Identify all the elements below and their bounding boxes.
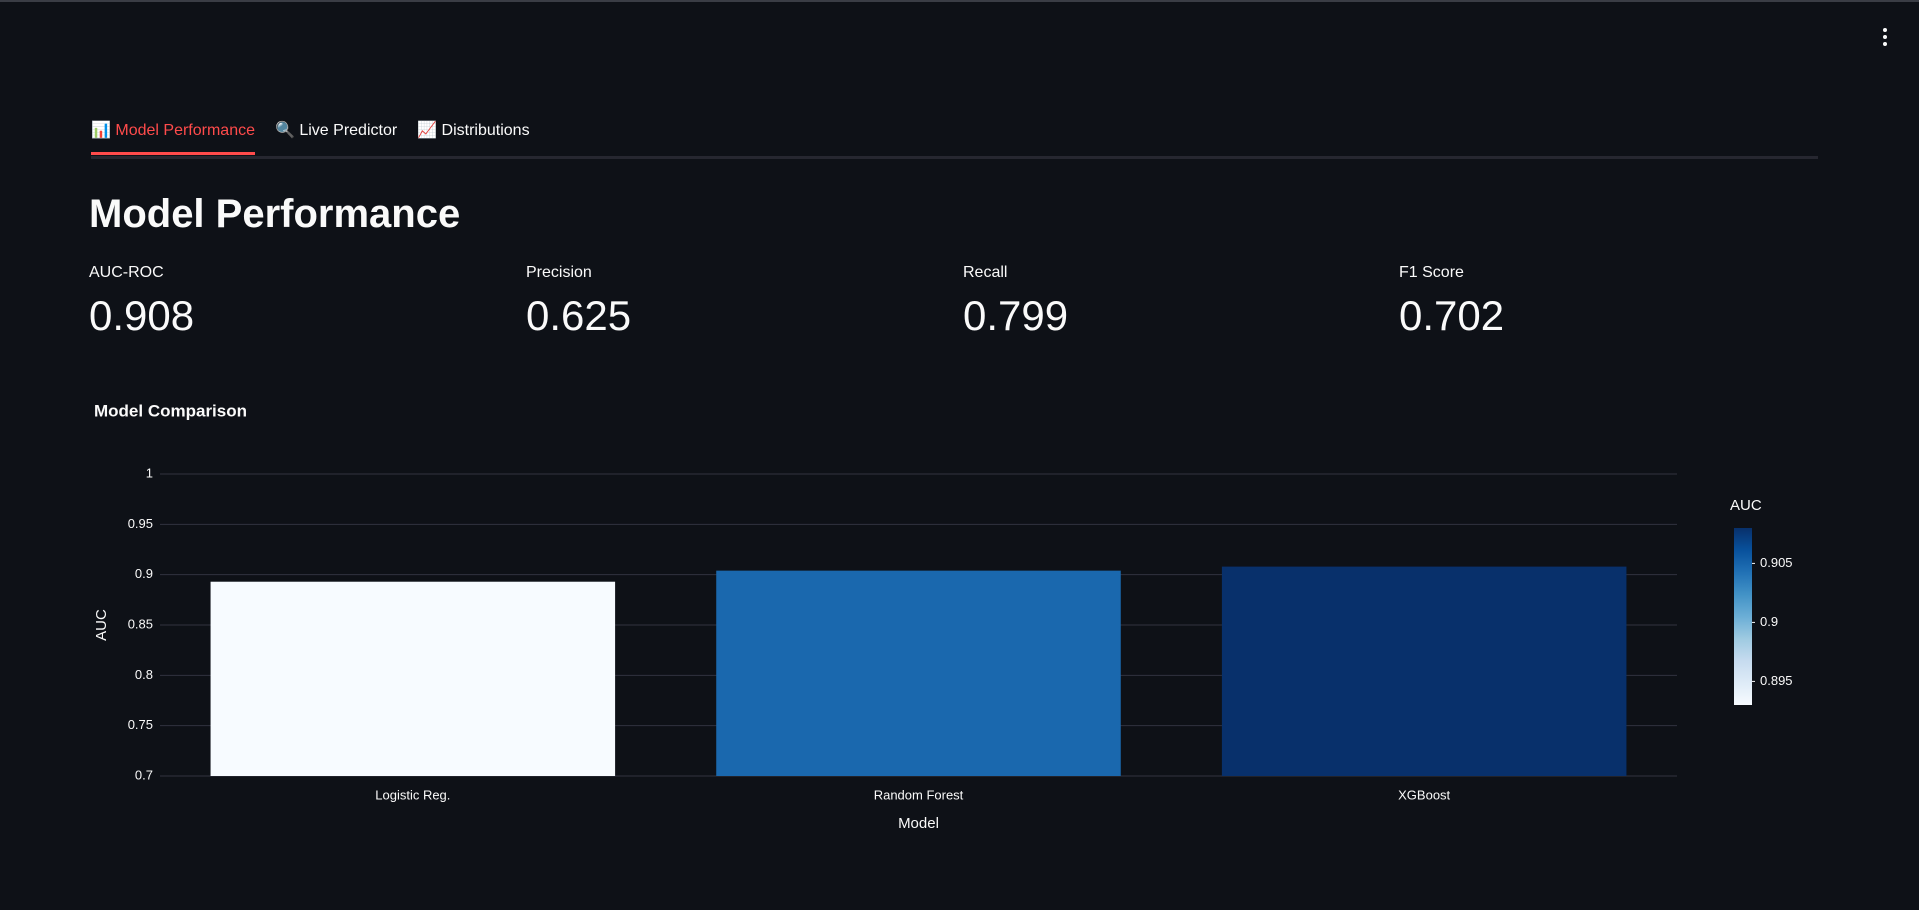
x-tick-label: XGBoost [1398,787,1450,802]
bar [716,570,1121,776]
metric-value: 0.702 [1399,292,1505,339]
chart-title: Model Comparison [94,401,247,420]
metric: Recall 0.799 [963,264,1068,340]
tab[interactable]: 🔍 Live Predictor [274,122,398,139]
metric-value: 0.799 [963,292,1069,339]
metric-label: F1 Score [1399,264,1464,281]
y-tick-label: 1 [146,465,153,480]
x-axis-title: Model [898,815,939,832]
metric: Precision 0.625 [526,264,631,340]
colorbar-tick-label: 0.895 [1760,673,1793,688]
y-tick-label: 0.95 [128,516,153,531]
metric-label: AUC-ROC [89,264,164,281]
metric: AUC-ROC 0.908 [89,264,194,340]
colorbar-title: AUC [1730,497,1762,514]
bar [1221,566,1627,776]
metric-label: Precision [526,264,592,281]
y-tick-label: 0.9 [135,566,153,581]
metric-label: Recall [963,264,1008,281]
colorbar-tick-label: 0.9 [1760,614,1778,629]
tab[interactable]: 📈 Distributions [417,122,530,139]
tab-bar: 📊 Model Performance 🔍 Live Predictor 📈 Dis… [91,120,1818,159]
x-tick-label: Random Forest [874,787,964,802]
top-bar [0,0,1919,2]
colorbar [1734,528,1752,705]
metric-value: 0.625 [526,292,632,339]
menu-button[interactable] [1878,26,1892,48]
y-tick-label: 0.85 [128,616,153,631]
metric: F1 Score 0.702 [1399,264,1504,340]
colorbar-tick-label: 0.905 [1760,555,1793,570]
tab[interactable]: 📊 Model Performance [91,120,255,155]
y-axis-title: AUC [93,609,110,641]
y-tick-label: 0.75 [128,717,153,732]
y-tick-label: 0.7 [135,767,153,782]
metric-value: 0.908 [89,292,195,339]
x-tick-label: Logistic Reg. [375,787,450,802]
bar [210,581,616,776]
y-tick-label: 0.8 [135,667,153,682]
page-title: Model Performance [89,192,461,236]
